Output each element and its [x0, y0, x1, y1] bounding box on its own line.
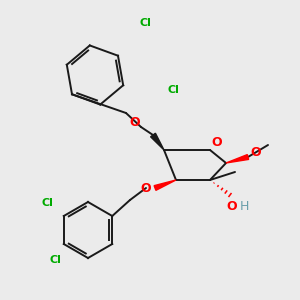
Text: Cl: Cl [139, 18, 151, 28]
Text: O: O [251, 146, 261, 160]
Text: H: H [239, 200, 249, 214]
Text: O: O [130, 116, 140, 130]
Text: O: O [141, 182, 151, 194]
Text: O: O [227, 200, 237, 214]
Polygon shape [226, 154, 249, 163]
Text: O: O [212, 136, 222, 149]
Text: Cl: Cl [167, 85, 179, 95]
Polygon shape [151, 133, 164, 150]
Text: Cl: Cl [41, 198, 53, 208]
Polygon shape [154, 180, 176, 190]
Text: Cl: Cl [49, 255, 61, 265]
